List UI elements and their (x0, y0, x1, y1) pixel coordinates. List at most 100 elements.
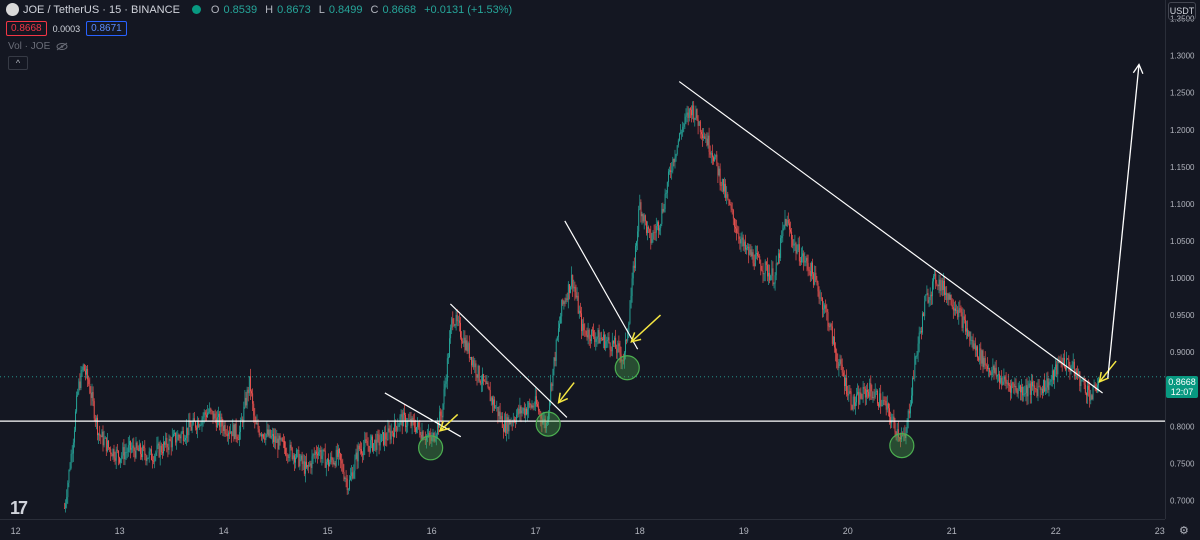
candle-body (702, 134, 703, 139)
collapse-legend-button[interactable]: ^ (8, 56, 28, 70)
candle-body (1089, 389, 1091, 401)
candle-body (755, 252, 757, 255)
candle-body (977, 346, 978, 358)
candle-body (1051, 370, 1053, 380)
candle-body (773, 283, 775, 285)
candle-body (882, 400, 884, 406)
candle-body (321, 455, 323, 459)
candle-body (861, 398, 863, 399)
candle-body (1013, 383, 1015, 387)
highlight-circle[interactable] (535, 411, 561, 437)
candle-body (142, 446, 144, 458)
candle-body (644, 215, 646, 222)
trendline[interactable] (384, 392, 462, 438)
candle-body (199, 425, 201, 428)
candle-body (796, 250, 798, 254)
currency-button[interactable]: USDT (1168, 2, 1196, 20)
candle-body (803, 253, 805, 263)
candle-body (134, 450, 136, 458)
candle-body (268, 429, 270, 436)
x-tick-label: 12 (11, 526, 21, 536)
candle-body (177, 434, 179, 441)
candle-body (638, 209, 640, 232)
symbol-title[interactable]: JOE / TetherUS · 15 · BINANCE (23, 3, 180, 16)
candle-body (119, 457, 120, 463)
candle-body (930, 294, 932, 297)
candle-body (1044, 379, 1046, 392)
candle-body (709, 151, 711, 155)
entry-arrow[interactable] (557, 382, 575, 404)
trendline[interactable] (564, 220, 639, 350)
candle-body (886, 403, 888, 410)
candle-body (616, 348, 618, 353)
candle-body (678, 133, 680, 141)
candle-body (850, 391, 852, 406)
candle-body (196, 427, 197, 430)
candle-body (849, 391, 851, 393)
entry-arrow[interactable] (439, 413, 459, 432)
settings-gear-icon[interactable]: ⚙ (1179, 525, 1189, 537)
candle-body (817, 282, 819, 292)
candle-body (661, 208, 663, 224)
buy-price-button[interactable]: 0.8671 (86, 21, 127, 36)
highlight-circle[interactable] (614, 355, 640, 381)
candle-body (979, 348, 981, 361)
candle-body (845, 377, 846, 386)
candle-body (722, 179, 724, 192)
candle-body (704, 136, 706, 139)
candle-body (903, 433, 905, 436)
candle-body (183, 440, 185, 441)
candle-body (859, 392, 861, 405)
candle-body (339, 448, 340, 454)
candle-body (715, 154, 717, 158)
candle-body (222, 425, 224, 431)
candle-body (219, 413, 221, 427)
candle-body (821, 298, 823, 310)
candle-body (555, 340, 557, 361)
candle-body (156, 445, 158, 453)
candle-body (1092, 386, 1094, 400)
candle-body (598, 330, 600, 344)
entry-arrow[interactable] (1098, 360, 1117, 383)
candle-body (572, 274, 574, 289)
volume-label[interactable]: Vol · JOE (8, 41, 51, 52)
candle-body (145, 455, 147, 461)
candle-body (938, 279, 940, 287)
candle-body (905, 432, 907, 438)
candle-body (925, 294, 927, 302)
candle-body (508, 419, 510, 432)
candle-body (466, 340, 468, 352)
trendline[interactable] (678, 81, 1103, 394)
candle-body (740, 239, 742, 244)
candle-body (279, 435, 281, 440)
projection-arrow[interactable] (1107, 64, 1140, 379)
price-axis[interactable]: 1.3500 1.3000 1.2500 1.2000 1.1500 1.1000 1.05… (1165, 0, 1200, 519)
candle-body (714, 157, 716, 162)
trendline[interactable] (449, 303, 568, 418)
candle-body (889, 408, 890, 418)
candle-body (435, 434, 437, 439)
highlight-circle[interactable] (418, 435, 444, 461)
eye-hidden-icon[interactable] (56, 42, 68, 51)
tradingview-logo-icon[interactable]: 17 (10, 498, 28, 518)
price-chart[interactable] (0, 0, 1165, 519)
candle-body (599, 337, 601, 344)
candle-body (828, 326, 830, 328)
sell-price-button[interactable]: 0.8668 (6, 21, 47, 36)
y-tick-label: 1.0000 (1170, 274, 1195, 283)
candle-body (874, 392, 876, 398)
time-axis[interactable]: 12 13 14 15 16 17 18 19 20 21 22 23 (0, 519, 1165, 540)
open-value: 0.8539 (223, 3, 258, 16)
candle-body (100, 435, 102, 438)
candle-body (554, 357, 556, 361)
x-tick-label: 21 (947, 526, 957, 536)
candle-body (1046, 378, 1048, 388)
entry-arrow[interactable] (630, 314, 662, 343)
candle-body (132, 445, 134, 449)
candle-body (1024, 393, 1026, 395)
candle-body (744, 241, 746, 250)
candle-body (524, 408, 526, 416)
highlight-circle[interactable] (889, 432, 915, 459)
candle-body (574, 286, 576, 293)
chart-area[interactable] (0, 0, 1165, 519)
